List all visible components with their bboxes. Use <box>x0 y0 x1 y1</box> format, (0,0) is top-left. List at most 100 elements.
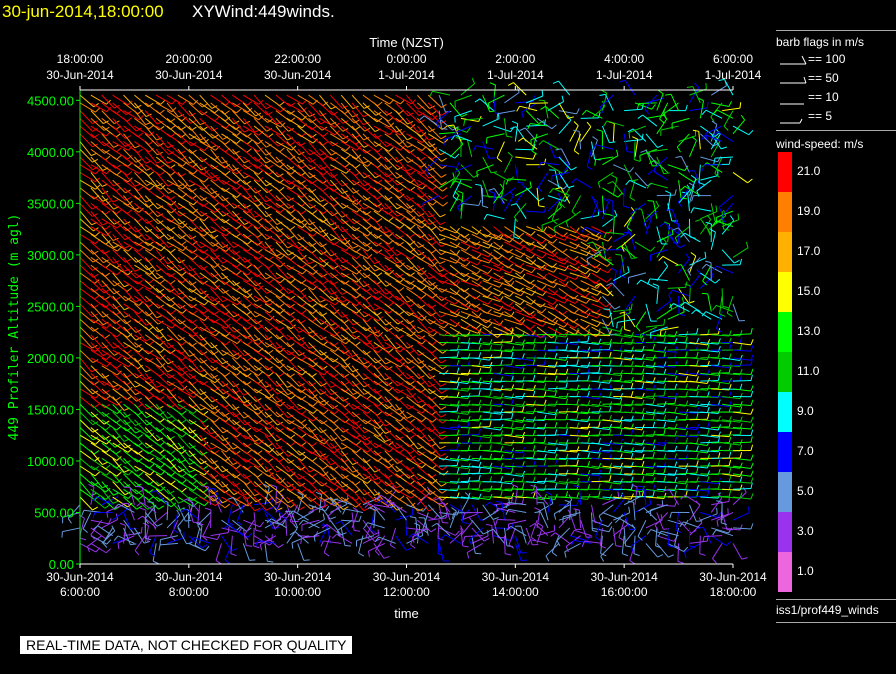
wind-barb-flag <box>509 305 515 312</box>
wind-barb <box>286 365 303 376</box>
wind-barb-flag <box>311 442 318 447</box>
wind-barb <box>177 403 194 414</box>
wind-barb-flag <box>518 181 525 184</box>
wind-barb <box>476 164 494 172</box>
wind-barb <box>264 264 278 280</box>
wind-barb <box>351 141 367 154</box>
wind-barb <box>504 380 523 383</box>
wind-barb-flag <box>511 375 514 382</box>
wind-barb <box>330 164 347 174</box>
wind-barb-flag <box>364 475 370 480</box>
wind-barb <box>384 473 397 489</box>
wind-barb <box>504 257 520 268</box>
wind-barb <box>351 334 368 345</box>
wind-barb-flag <box>356 277 362 283</box>
wind-barb <box>482 179 490 198</box>
wind-barb-flag <box>243 159 250 164</box>
wind-barb-flag <box>320 429 327 434</box>
wind-barb <box>231 118 245 133</box>
wind-barb <box>406 311 423 321</box>
wind-barb <box>395 403 408 419</box>
wind-barb <box>231 210 245 225</box>
wind-barb-flag <box>322 504 328 509</box>
wind-barb <box>449 125 468 133</box>
wind-barb <box>362 280 376 294</box>
wind-barb-flag <box>541 253 547 259</box>
wind-barb-flag <box>489 390 492 397</box>
wind-barb <box>319 179 334 192</box>
wind-barb <box>275 396 290 410</box>
wind-barb-flag <box>223 524 230 529</box>
wind-barb <box>275 117 289 132</box>
wind-barb <box>500 187 516 199</box>
wind-barb-flag <box>442 521 449 524</box>
wind-barb <box>340 311 354 326</box>
wind-barb-flag <box>363 391 370 395</box>
wind-barb <box>79 94 95 108</box>
wind-barb <box>264 133 279 147</box>
wind-barb-flag <box>385 430 392 434</box>
wind-barb-flag <box>345 339 351 345</box>
wind-barb-flag <box>169 297 175 302</box>
wind-barb <box>232 519 247 532</box>
wind-barb-flag <box>201 212 207 217</box>
wind-barb <box>482 426 501 431</box>
wind-barb <box>155 179 169 194</box>
wind-barb-flag <box>397 166 403 171</box>
wind-barb <box>373 419 386 434</box>
wind-barb <box>188 195 204 207</box>
wind-barb <box>123 226 138 239</box>
wind-barb <box>166 226 181 239</box>
wind-barb-flag <box>186 541 193 545</box>
wind-barb <box>362 419 379 430</box>
wind-barb <box>210 264 223 280</box>
wind-barb-flag <box>399 302 405 307</box>
wind-barb <box>453 124 462 142</box>
wind-barb <box>547 434 566 436</box>
wind-barb <box>539 511 549 529</box>
wind-barb <box>90 488 107 500</box>
wind-barb <box>210 156 226 169</box>
wind-barb-flag <box>246 139 253 145</box>
wind-barb <box>373 179 390 190</box>
wind-barb <box>297 233 312 247</box>
wind-barb <box>373 373 388 386</box>
wind-barb <box>144 427 158 442</box>
wind-barb-field <box>61 77 754 565</box>
wind-barb <box>340 450 353 465</box>
wind-barb-flag <box>410 544 416 549</box>
wind-barb-flag <box>126 287 133 292</box>
wind-barb-flag <box>102 461 108 466</box>
wind-barb <box>425 156 440 170</box>
wind-barb <box>427 187 443 200</box>
wind-barb <box>384 264 399 278</box>
wind-barb <box>264 442 279 456</box>
wind-barb <box>90 226 107 237</box>
wind-barb <box>351 380 365 395</box>
wind-barb <box>275 450 290 464</box>
wind-barb <box>286 380 302 393</box>
wind-barb-flag <box>474 241 481 246</box>
wind-barb <box>439 131 458 135</box>
wind-barb <box>79 187 95 200</box>
wind-barb-flag <box>189 453 196 458</box>
wind-barb <box>90 210 103 226</box>
wind-barb-flag <box>116 147 122 153</box>
wind-barb <box>319 264 333 279</box>
wind-barb <box>232 465 246 479</box>
wind-barb <box>145 349 162 360</box>
wind-barb-flag <box>80 537 87 541</box>
wind-barb-flag <box>181 410 187 415</box>
wind-barb <box>155 148 168 164</box>
wind-barb-flag <box>511 335 514 342</box>
wind-barb <box>460 426 479 429</box>
wind-barb-flag <box>388 147 394 152</box>
wind-barb <box>340 94 354 110</box>
wind-barb-flag <box>179 259 186 264</box>
wind-barb <box>319 457 334 471</box>
wind-barb-flag <box>335 520 342 525</box>
wind-barb <box>417 473 433 484</box>
wind-barb <box>340 442 357 453</box>
wind-barb <box>351 373 365 388</box>
wind-barb <box>395 365 409 380</box>
